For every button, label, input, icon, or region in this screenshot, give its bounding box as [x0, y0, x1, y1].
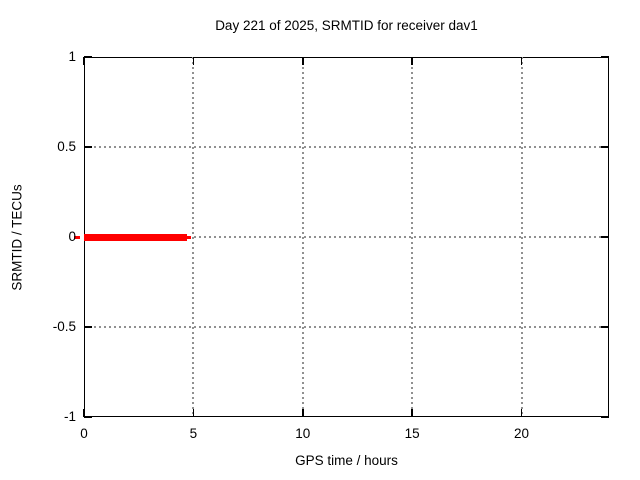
- y-tick-right: [601, 326, 609, 328]
- series-line-cap-left: [74, 235, 80, 239]
- x-tick-bottom: [302, 409, 304, 417]
- y-tick-left: [84, 146, 92, 148]
- y-gridline: [84, 236, 609, 238]
- y-tick-left: [84, 56, 92, 58]
- y-tick-right: [601, 236, 609, 238]
- x-tick-top: [520, 57, 523, 65]
- x-tick-bottom: [411, 409, 413, 417]
- x-tick-top: [411, 57, 413, 65]
- x-tick-top: [192, 57, 195, 65]
- y-gridline: [84, 326, 609, 328]
- y-tick-label: 0.5: [57, 138, 76, 154]
- x-tick-label: 0: [80, 426, 88, 441]
- x-tick-label: 5: [189, 426, 198, 441]
- y-tick-label: 0: [68, 228, 76, 244]
- y-gridline: [84, 146, 609, 148]
- x-tick-bottom: [520, 409, 523, 417]
- y-tick-left: [84, 416, 92, 418]
- y-tick-right: [601, 416, 609, 418]
- series-line-tip-right: [186, 235, 191, 239]
- series-line: [84, 233, 187, 241]
- chart-title: Day 221 of 2025, SRMTID for receiver dav…: [215, 18, 478, 33]
- x-axis-label: GPS time / hours: [295, 453, 398, 468]
- y-tick-label: 1: [68, 48, 76, 64]
- plot-area: [74, 56, 609, 418]
- x-tick-label: 10: [295, 426, 311, 441]
- x-tick-bottom: [83, 409, 85, 417]
- x-tick-label: 15: [404, 426, 420, 441]
- x-tick-bottom: [192, 409, 195, 417]
- y-tick-left: [84, 326, 92, 328]
- x-tick-top: [302, 57, 304, 65]
- x-tick-label: 20: [513, 426, 530, 441]
- y-tick-right: [601, 146, 609, 148]
- x-tick-top: [83, 57, 85, 65]
- y-tick-label: -1: [63, 408, 76, 424]
- y-tick-right: [601, 56, 609, 58]
- y-tick-label: -0.5: [52, 318, 76, 334]
